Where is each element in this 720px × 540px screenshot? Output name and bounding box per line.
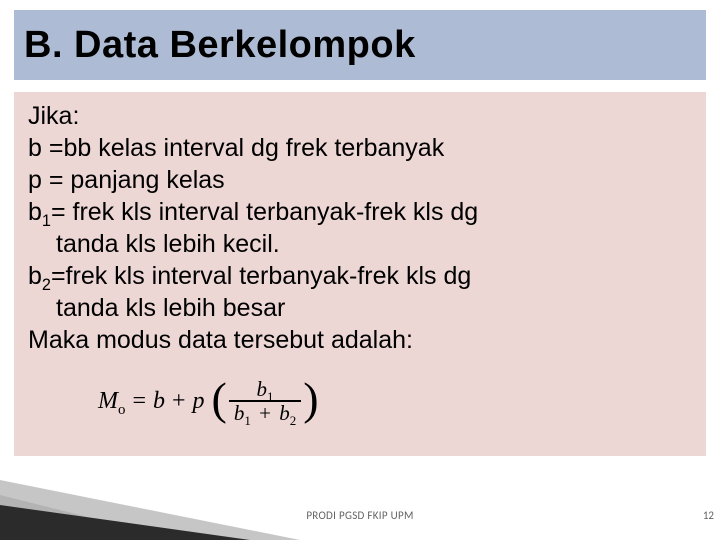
formula-lhs-var: M (98, 388, 118, 414)
line-b2-def: b2=frek kls interval terbanyak-frek kls … (28, 260, 692, 292)
b2-var: b (28, 262, 42, 290)
b2-sub: 2 (42, 276, 51, 294)
formula-b: b (153, 388, 165, 415)
formula-eq: = (132, 388, 146, 415)
formula-lhs-sub: o (118, 401, 125, 417)
slide: B. Data Berkelompok Jika: b =bb kelas in… (0, 0, 720, 540)
title-bar: B. Data Berkelompok (14, 10, 706, 80)
modus-formula: Mo = b + p ( b1 b1 + b2 (98, 378, 692, 424)
page-number: 12 (703, 509, 714, 522)
b1-sub: 1 (42, 212, 51, 230)
line-p-def: p = panjang kelas (28, 164, 692, 196)
formula-container: Mo = b + p ( b1 b1 + b2 (98, 378, 692, 424)
formula-rparen: ) (303, 376, 318, 422)
frac-den-plus: + (259, 401, 271, 425)
formula-fraction: b1 b1 + b2 (229, 378, 301, 423)
line-jika: Jika: (28, 100, 692, 132)
frac-den-l-var: b (234, 401, 245, 425)
slide-title: B. Data Berkelompok (24, 24, 416, 67)
footer-text: PRODI PGSD FKIP UPM (306, 509, 413, 522)
frac-den-r-var: b (279, 401, 290, 425)
line-b2-cont: tanda kls lebih besar (56, 292, 692, 324)
formula-p: p (193, 388, 205, 415)
line-b1-cont: tanda kls lebih kecil. (56, 228, 692, 260)
formula-lparen: ( (212, 376, 227, 422)
line-b1-def: b1= frek kls interval terbanyak-frek kls… (28, 196, 692, 228)
content-box: Jika: b =bb kelas interval dg frek terba… (14, 92, 706, 456)
b1-rest: = frek kls interval terbanyak-frek kls d… (51, 198, 478, 226)
frac-num-var: b (257, 377, 268, 401)
b2-rest: =frek kls interval terbanyak-frek kls dg (51, 262, 471, 290)
line-maka: Maka modus data tersebut adalah: (28, 324, 692, 356)
frac-den-r-sub: 2 (290, 413, 297, 428)
formula-plus: + (172, 388, 186, 415)
frac-den-l-sub: 1 (244, 413, 251, 428)
line-b-def: b =bb kelas interval dg frek terbanyak (28, 132, 692, 164)
corner-decoration (0, 450, 300, 540)
b1-var: b (28, 198, 42, 226)
